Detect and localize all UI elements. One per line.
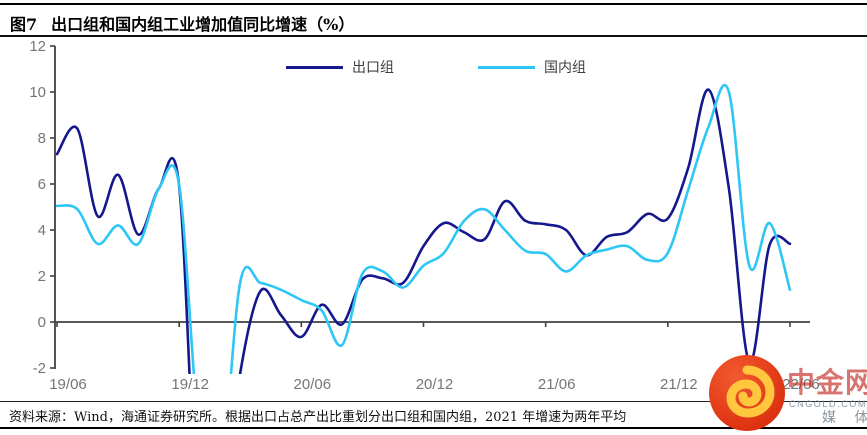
legend-label-export: 出口组: [352, 60, 394, 76]
bottom-rule: [0, 427, 867, 429]
y-tick-label: 10: [29, 84, 46, 101]
legend-item-export: 出口组: [286, 57, 394, 77]
x-tick-label: 19/12: [171, 376, 209, 393]
y-tick-label: 12: [29, 38, 46, 55]
source-rule: [0, 401, 867, 402]
x-tick-label: 21/12: [660, 376, 698, 393]
figure-label: 图7: [10, 15, 38, 34]
y-tick-label: 2: [38, 268, 46, 285]
export-line-swatch-icon: [286, 65, 343, 69]
watermark-brand-text: 中金网: [787, 366, 867, 399]
y-tick-label: -2: [33, 360, 46, 377]
top-rule: [0, 3, 867, 5]
x-tick-label: 20/12: [416, 376, 454, 393]
cngold-logo-icon: [709, 355, 785, 431]
legend-item-domestic: 国内组: [478, 57, 586, 77]
title-rule: [0, 35, 867, 37]
figure-title: 图7 出口组和国内组工业增加值同比增速（%）: [10, 11, 354, 35]
x-tick-label: 22/06: [782, 376, 820, 393]
watermark-domain-text: CNGOLD.COM.CN: [789, 399, 867, 409]
domestic-group-line: [55, 83, 792, 374]
chart-legend: 出口组 国内组: [286, 57, 586, 77]
source-note: 资料来源：Wind，海通证券研究所。根据出口占总产出比重划分出口组和国内组，20…: [9, 410, 627, 425]
x-tick-label: 20/06: [294, 376, 332, 393]
x-tick-label: 21/06: [538, 376, 576, 393]
legend-label-domestic: 国内组: [544, 60, 586, 76]
y-tick-label: 0: [38, 314, 46, 331]
domestic-line-swatch-icon: [478, 65, 535, 69]
y-tick-label: 8: [38, 130, 46, 147]
x-tick-label: 19/06: [49, 376, 87, 393]
figure-title-text: 出口组和国内组工业增加值同比增速（%）: [51, 15, 355, 34]
watermark-tagline-text: 媒 体: [822, 410, 867, 426]
y-tick-label: 4: [38, 222, 46, 239]
y-tick-label: 6: [38, 176, 46, 193]
